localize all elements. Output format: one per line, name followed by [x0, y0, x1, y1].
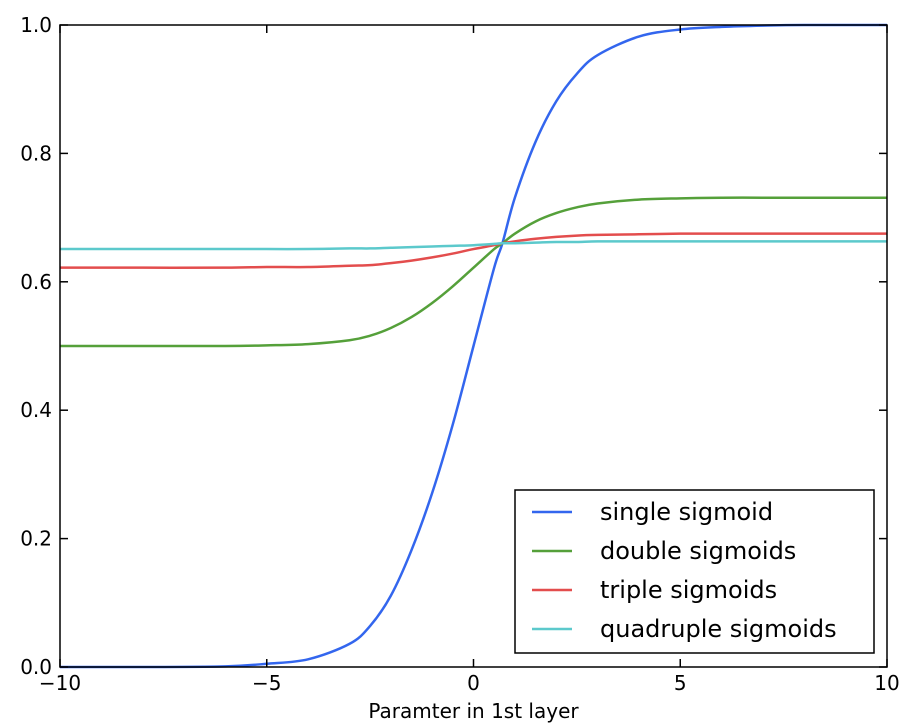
x-tick-label: 0 — [467, 671, 480, 695]
x-tick-label: −5 — [252, 671, 281, 695]
x-tick-label: 5 — [674, 671, 687, 695]
tick-layer: −10 −5 0 5 10 0.0 0.2 0.4 0.6 0.8 1.0 — [20, 13, 900, 695]
legend-label-triple-sigmoids: triple sigmoids — [600, 576, 777, 604]
y-tick-label: 0.4 — [20, 398, 52, 422]
legend-box — [514, 489, 875, 654]
legend: single sigmoid double sigmoids triple sigm… — [514, 489, 875, 654]
x-axis-label: Paramter in 1st layer — [368, 699, 579, 723]
legend-label-double-sigmoids: double sigmoids — [600, 537, 796, 565]
y-tick-label: 0.8 — [20, 141, 52, 165]
y-tick-label: 0.6 — [20, 270, 52, 294]
series-line-quadruple-sigmoids — [60, 240, 887, 251]
series-line-triple-sigmoids — [60, 232, 887, 269]
y-tick-label: 1.0 — [20, 13, 52, 37]
legend-label-single-sigmoid: single sigmoid — [600, 498, 773, 526]
legend-label-quadruple-sigmoids: quadruple sigmoids — [600, 615, 837, 643]
y-tick-label: 0.0 — [20, 655, 52, 679]
x-tick-label: −10 — [39, 671, 81, 695]
y-tick-label: 0.2 — [20, 527, 52, 551]
x-tick-label: 10 — [874, 671, 899, 695]
series-line-double-sigmoids — [60, 196, 887, 348]
